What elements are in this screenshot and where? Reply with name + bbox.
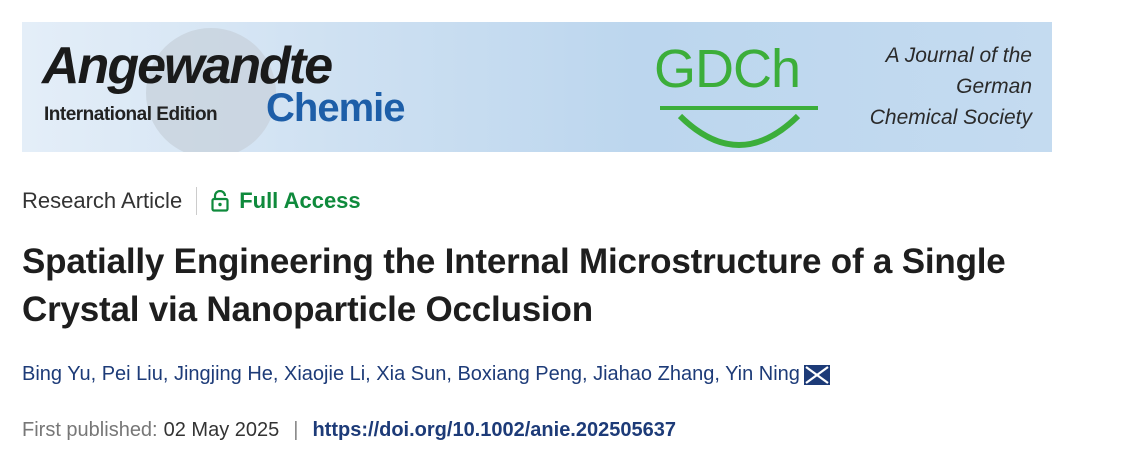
society-line: A Journal of the: [885, 44, 1032, 67]
article-title: Spatially Engineering the Internal Micro…: [22, 238, 1006, 334]
title-line: Crystal via Nanoparticle Occlusion: [22, 290, 593, 329]
author-list: Bing Yu, Pei Liu, Jingjing He, Xiaojie L…: [22, 363, 830, 386]
doi-link[interactable]: https://doi.org/10.1002/anie.202505637: [312, 419, 676, 441]
authors[interactable]: Bing Yu, Pei Liu, Jingjing He, Xiaojie L…: [22, 363, 800, 385]
society-line: German: [956, 75, 1032, 98]
envelope-icon[interactable]: [803, 364, 830, 385]
gdch-logo: GDCh: [654, 39, 801, 99]
society-line: Chemical Society: [869, 106, 1032, 129]
article-meta: Research Article Full Access: [22, 187, 361, 215]
gdch-bowl-icon: [660, 106, 818, 148]
logo-circle: [146, 28, 276, 152]
publication-info: First published: 02 May 2025 | https://d…: [22, 419, 676, 442]
divider: [196, 187, 198, 215]
journal-banner[interactable]: Angewandte International Edition Chemie …: [22, 22, 1052, 152]
journal-logo-edition: International Edition: [44, 104, 218, 125]
published-label: First published:: [22, 419, 158, 441]
access-badge: Full Access: [211, 188, 361, 214]
published-date: 02 May 2025: [163, 419, 280, 441]
society-text: A Journal of the German Chemical Society: [852, 40, 1032, 133]
journal-logo-chemie: Chemie: [266, 86, 405, 130]
journal-logo-title: Angewandte: [42, 37, 333, 95]
access-label: Full Access: [239, 188, 361, 213]
divider: |: [293, 419, 299, 441]
article-type: Research Article: [22, 188, 183, 213]
title-line: Spatially Engineering the Internal Micro…: [22, 242, 1006, 281]
unlock-icon: [211, 190, 229, 212]
